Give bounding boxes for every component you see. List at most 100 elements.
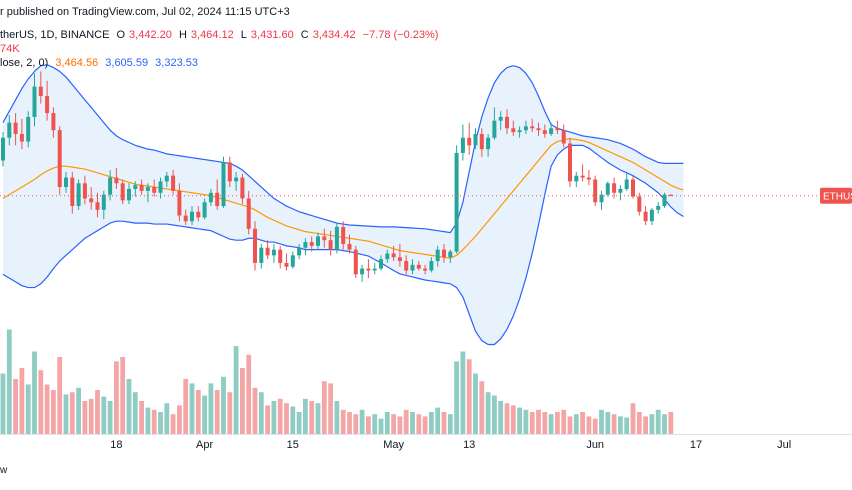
candle-body <box>580 175 585 178</box>
volume-bar <box>441 412 447 434</box>
candle-body <box>139 185 144 191</box>
x-tick-label: 15 <box>287 439 299 451</box>
bb-legend: lose, 2, 0) 3,464.56 3,605.59 3,323.53 <box>0 57 202 69</box>
volume-bar <box>485 392 491 434</box>
volume-bar <box>139 401 144 434</box>
candle-body <box>372 268 377 271</box>
volume-bar <box>95 390 100 434</box>
volume-bar <box>662 414 667 434</box>
candle-body <box>240 177 245 199</box>
candle-body <box>334 226 339 250</box>
candle-body <box>177 190 182 216</box>
candle-body <box>290 255 295 267</box>
candle-body <box>259 247 264 263</box>
volume-bar <box>202 395 207 434</box>
candle-body <box>227 162 232 182</box>
volume-bar <box>101 396 107 434</box>
candle-body <box>416 264 421 269</box>
volume-bar <box>328 383 333 434</box>
candle-body <box>19 133 24 142</box>
candle-body <box>410 264 415 271</box>
candles <box>1 71 673 282</box>
volume-bar <box>246 354 252 434</box>
volume-bar <box>303 398 308 434</box>
volume-bar <box>517 407 522 434</box>
volume-bar <box>120 357 126 434</box>
volume-bar <box>492 395 497 434</box>
candle-body <box>605 183 610 195</box>
low-label: L <box>240 29 247 41</box>
volume-bar <box>132 392 138 434</box>
bb-basis-value: 3,464.56 <box>55 57 99 69</box>
volume-bar <box>82 401 88 434</box>
candle-body <box>379 259 383 269</box>
candle-body <box>13 122 18 134</box>
volume-bar <box>88 398 94 434</box>
volume-bar <box>13 379 18 434</box>
candle-body <box>70 177 75 207</box>
candle-body <box>555 128 560 131</box>
volume-bar <box>347 412 352 434</box>
volume-bar <box>126 379 132 434</box>
candle-body <box>322 236 327 241</box>
volume-bar <box>233 346 239 434</box>
candle-body <box>668 194 673 196</box>
volume-bar <box>466 359 472 434</box>
candle-body <box>196 211 201 218</box>
candle-body <box>145 187 150 191</box>
x-tick-label: 13 <box>463 439 475 451</box>
time-axis: 18Apr15May13Jun17Jul15Aug <box>0 434 852 451</box>
volume-bar <box>164 403 170 434</box>
close-value: 3,434.42 <box>312 29 356 41</box>
volume-bar <box>435 407 441 434</box>
volume-bar <box>51 390 56 434</box>
candle-body <box>473 133 478 146</box>
volume-bar <box>19 368 25 434</box>
volume-bar <box>25 384 31 434</box>
volume-bar <box>429 412 434 434</box>
candle-body <box>152 187 157 193</box>
volume-bar <box>227 392 233 434</box>
candle-body <box>284 262 289 267</box>
candle-body <box>120 183 125 201</box>
x-tick-label: Jul <box>777 439 791 451</box>
volume-bar <box>353 414 359 434</box>
volume-bar <box>189 383 195 434</box>
published-info: r published on TradingView.com, Jul 02, … <box>0 6 290 18</box>
candle-body <box>114 177 119 184</box>
volume-bar <box>416 414 422 434</box>
volume-bar <box>397 416 403 434</box>
volume-bar <box>177 405 182 434</box>
candle-body <box>316 236 320 246</box>
x-tick-label: Apr <box>196 439 213 451</box>
candle-body <box>51 113 56 131</box>
volume-bar <box>523 409 529 434</box>
candle-body <box>309 242 314 246</box>
footer-text: w <box>0 465 8 476</box>
candle-body <box>278 249 283 263</box>
close-label: C <box>300 29 309 41</box>
candle-body <box>328 240 333 250</box>
volume-bar <box>384 412 390 434</box>
open-value: 3,442.20 <box>129 29 172 41</box>
volume-bar <box>636 412 642 434</box>
volume-legend: 74K <box>0 43 20 55</box>
volume-bar <box>498 401 504 434</box>
volume-bar <box>668 412 674 434</box>
candle-body <box>574 175 579 182</box>
candle-body <box>448 251 453 258</box>
candle-body <box>246 198 251 229</box>
candle-body <box>498 116 503 121</box>
candle-body <box>82 183 87 199</box>
candle-body <box>133 185 138 189</box>
candle-body <box>190 211 194 222</box>
volume-bar <box>403 409 409 434</box>
volume-bars <box>0 329 674 434</box>
candle-body <box>454 152 459 252</box>
volume-bar <box>32 351 37 434</box>
volume-bar <box>618 416 623 434</box>
candle-body <box>612 183 617 193</box>
volume-bar <box>195 390 201 434</box>
